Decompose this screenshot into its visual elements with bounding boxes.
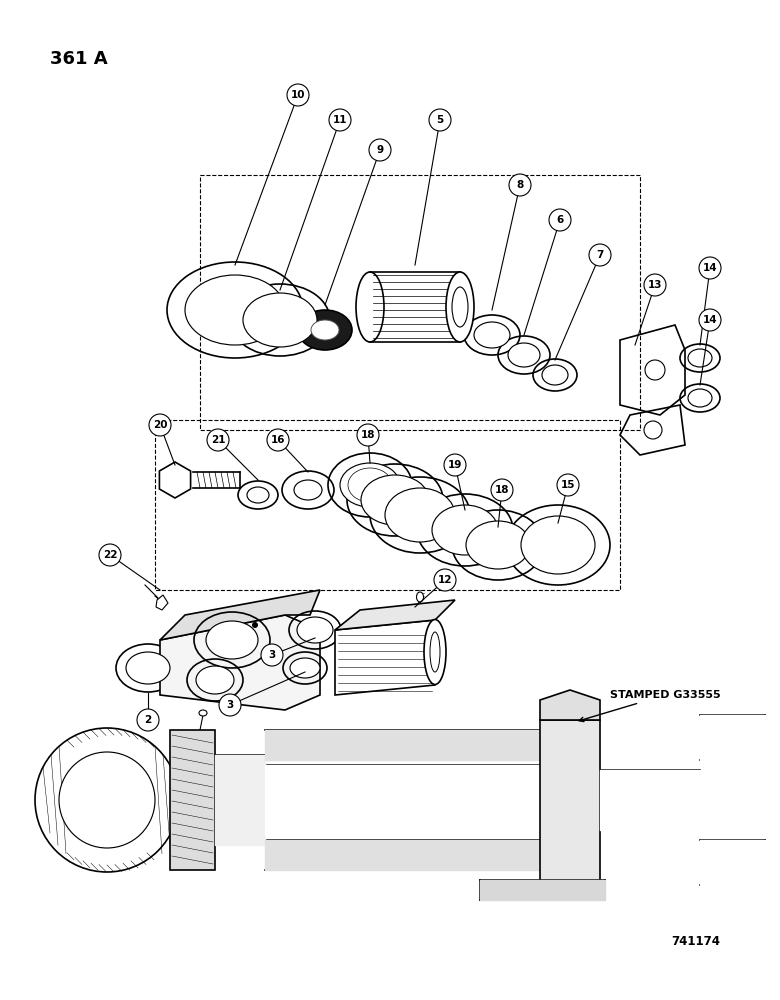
Text: 16: 16 (271, 435, 285, 445)
Text: 21: 21 (211, 435, 225, 445)
Circle shape (219, 694, 241, 716)
Ellipse shape (340, 463, 400, 507)
Ellipse shape (361, 475, 429, 525)
Text: 20: 20 (153, 420, 167, 430)
Text: 10: 10 (291, 90, 305, 100)
Circle shape (509, 174, 531, 196)
Text: 18: 18 (360, 430, 375, 440)
Circle shape (261, 644, 283, 666)
Text: 22: 22 (103, 550, 117, 560)
Ellipse shape (452, 287, 468, 327)
Text: 19: 19 (448, 460, 463, 470)
Polygon shape (540, 690, 600, 720)
Ellipse shape (645, 360, 665, 380)
Ellipse shape (185, 275, 285, 345)
Ellipse shape (290, 658, 320, 678)
Ellipse shape (311, 320, 339, 340)
Text: 15: 15 (561, 480, 576, 490)
Text: STAMPED G33555: STAMPED G33555 (579, 690, 721, 722)
Circle shape (369, 139, 391, 161)
Text: 11: 11 (333, 115, 347, 125)
Circle shape (252, 622, 258, 628)
Text: 8: 8 (516, 180, 523, 190)
Circle shape (149, 414, 171, 436)
Ellipse shape (196, 666, 234, 694)
Ellipse shape (297, 617, 333, 643)
Text: 6: 6 (556, 215, 564, 225)
Ellipse shape (385, 488, 455, 542)
Polygon shape (156, 595, 168, 610)
Ellipse shape (644, 421, 662, 439)
Circle shape (267, 429, 289, 451)
Circle shape (287, 84, 309, 106)
Text: 2: 2 (144, 715, 151, 725)
Text: 3: 3 (268, 650, 275, 660)
Text: 361 A: 361 A (50, 50, 108, 68)
Circle shape (357, 424, 379, 446)
Circle shape (491, 479, 513, 501)
Polygon shape (160, 590, 320, 640)
Text: 14: 14 (703, 263, 718, 273)
Circle shape (137, 709, 159, 731)
Polygon shape (540, 720, 600, 880)
Polygon shape (335, 620, 435, 695)
Circle shape (589, 244, 611, 266)
Circle shape (444, 454, 466, 476)
Ellipse shape (243, 293, 317, 347)
Ellipse shape (417, 592, 424, 602)
Circle shape (434, 569, 456, 591)
Polygon shape (160, 615, 320, 710)
Ellipse shape (688, 349, 712, 367)
Circle shape (429, 109, 451, 131)
Ellipse shape (542, 365, 568, 385)
Polygon shape (170, 730, 215, 870)
Ellipse shape (432, 505, 498, 555)
Circle shape (329, 109, 351, 131)
Text: 18: 18 (495, 485, 509, 495)
Circle shape (557, 474, 579, 496)
Polygon shape (335, 600, 455, 630)
Text: 14: 14 (703, 315, 718, 325)
Text: 5: 5 (436, 115, 444, 125)
Text: 7: 7 (597, 250, 604, 260)
Ellipse shape (59, 752, 155, 848)
Circle shape (699, 309, 721, 331)
Ellipse shape (294, 480, 322, 500)
Ellipse shape (199, 710, 207, 716)
Text: 12: 12 (438, 575, 452, 585)
Text: 741174: 741174 (671, 935, 720, 948)
Ellipse shape (298, 310, 352, 350)
Ellipse shape (430, 632, 440, 672)
Text: 3: 3 (226, 700, 234, 710)
Ellipse shape (356, 272, 384, 342)
Circle shape (549, 209, 571, 231)
Text: 13: 13 (647, 280, 662, 290)
Ellipse shape (466, 521, 530, 569)
Ellipse shape (247, 487, 269, 503)
Ellipse shape (446, 272, 474, 342)
Text: 9: 9 (377, 145, 384, 155)
Circle shape (699, 257, 721, 279)
Ellipse shape (508, 343, 540, 367)
Ellipse shape (424, 619, 446, 684)
Polygon shape (159, 462, 190, 498)
Ellipse shape (206, 621, 258, 659)
Circle shape (207, 429, 229, 451)
Circle shape (99, 544, 121, 566)
Ellipse shape (521, 516, 595, 574)
Ellipse shape (688, 389, 712, 407)
Circle shape (644, 274, 666, 296)
Ellipse shape (474, 322, 510, 348)
Ellipse shape (126, 652, 170, 684)
